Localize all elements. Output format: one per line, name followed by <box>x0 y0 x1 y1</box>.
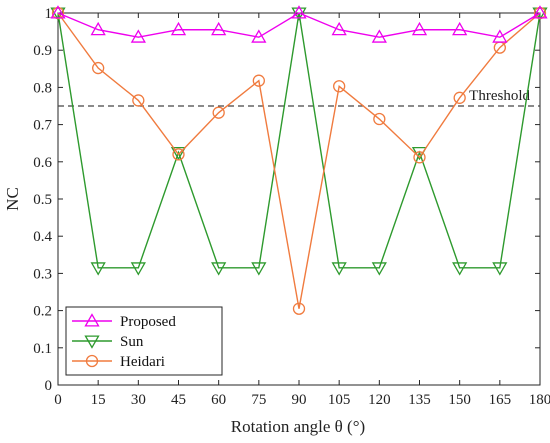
data-point-heidari <box>292 302 306 315</box>
series-heidari <box>51 6 547 315</box>
x-tick-label: 135 <box>408 392 431 408</box>
data-point-proposed <box>492 29 508 43</box>
data-point-sun <box>251 262 267 276</box>
y-tick-label: 0.2 <box>33 304 52 320</box>
y-tick-label: 0.3 <box>33 266 52 282</box>
legend: Proposed Sun Heidari <box>65 306 223 376</box>
x-tick-label: 105 <box>328 392 351 408</box>
data-point-proposed <box>90 21 106 36</box>
x-tick-label: 180 <box>529 392 550 408</box>
series-line-proposed <box>57 12 541 38</box>
x-tick-label: 90 <box>292 392 307 408</box>
data-point-heidari <box>453 91 466 104</box>
data-point-proposed <box>532 5 548 19</box>
legend-marker-sun <box>84 335 100 349</box>
y-tick-label: 0.5 <box>33 192 52 208</box>
x-tick-label: 0 <box>54 392 62 408</box>
series-group <box>50 5 548 315</box>
data-point-proposed <box>331 21 347 36</box>
y-tick-label: 0.7 <box>33 118 52 134</box>
y-tick-label: 0.8 <box>33 80 52 96</box>
y-tick-label: 0.4 <box>33 229 52 245</box>
data-point-sun <box>170 146 187 161</box>
data-point-heidari <box>132 94 145 107</box>
x-tick-label: 30 <box>131 392 146 408</box>
data-point-sun <box>452 262 468 276</box>
data-point-proposed <box>211 21 227 36</box>
legend-marker-proposed <box>84 313 100 327</box>
data-point-sun <box>211 262 227 276</box>
axes: 0 15 30 45 60 75 90 105 120 135 150 165 180 0 0.1 0.2 0.… <box>33 6 550 408</box>
data-point-proposed <box>170 21 187 36</box>
threshold-group: Threshold <box>58 88 540 107</box>
data-point-proposed <box>291 5 307 19</box>
y-tick-label: 0.1 <box>33 341 52 357</box>
data-point-sun <box>492 262 508 276</box>
legend-item-proposed: Proposed <box>72 313 176 330</box>
data-point-heidari <box>333 80 346 93</box>
y-tick-label: 0.9 <box>33 43 52 59</box>
data-point-sun <box>371 262 387 276</box>
data-point-heidari <box>413 151 426 164</box>
data-point-proposed <box>50 5 66 19</box>
legend-label-proposed: Proposed <box>120 314 176 330</box>
legend-item-sun: Sun <box>72 334 144 350</box>
x-tick-label: 75 <box>251 392 266 408</box>
x-axis-title: Rotation angle θ (°) <box>231 417 365 436</box>
y-tick-label: 0 <box>45 378 53 394</box>
x-tick-label: 165 <box>489 392 512 408</box>
data-point-heidari <box>92 61 105 75</box>
series-sun <box>50 7 548 276</box>
data-point-proposed <box>452 21 468 36</box>
series-line-heidari <box>57 12 541 309</box>
legend-item-heidari: Heidari <box>72 354 165 370</box>
y-tick-label: 1 <box>45 6 53 22</box>
data-point-sun <box>130 262 146 276</box>
x-tick-label: 120 <box>368 392 391 408</box>
legend-marker-heidari <box>85 354 99 368</box>
data-point-heidari <box>172 148 185 161</box>
data-point-heidari <box>212 106 225 119</box>
y-tick-label: 0.6 <box>33 155 52 171</box>
data-point-heidari <box>252 74 265 87</box>
data-point-proposed <box>371 29 387 43</box>
x-tick-label: 15 <box>91 392 106 408</box>
data-point-sun <box>331 262 347 276</box>
series-line-sun <box>57 12 541 269</box>
data-point-proposed <box>251 29 267 43</box>
x-tick-label: 45 <box>171 392 186 408</box>
data-point-proposed <box>411 21 428 36</box>
legend-label-sun: Sun <box>120 334 144 350</box>
y-axis-title: NC <box>3 187 22 211</box>
data-point-heidari <box>373 112 386 126</box>
threshold-label: Threshold <box>469 88 530 104</box>
x-tick-label: 60 <box>211 392 226 408</box>
data-point-sun <box>90 262 106 276</box>
series-proposed <box>50 5 548 43</box>
legend-label-heidari: Heidari <box>120 354 165 370</box>
data-point-proposed <box>130 29 146 43</box>
x-tick-label: 150 <box>448 392 471 408</box>
